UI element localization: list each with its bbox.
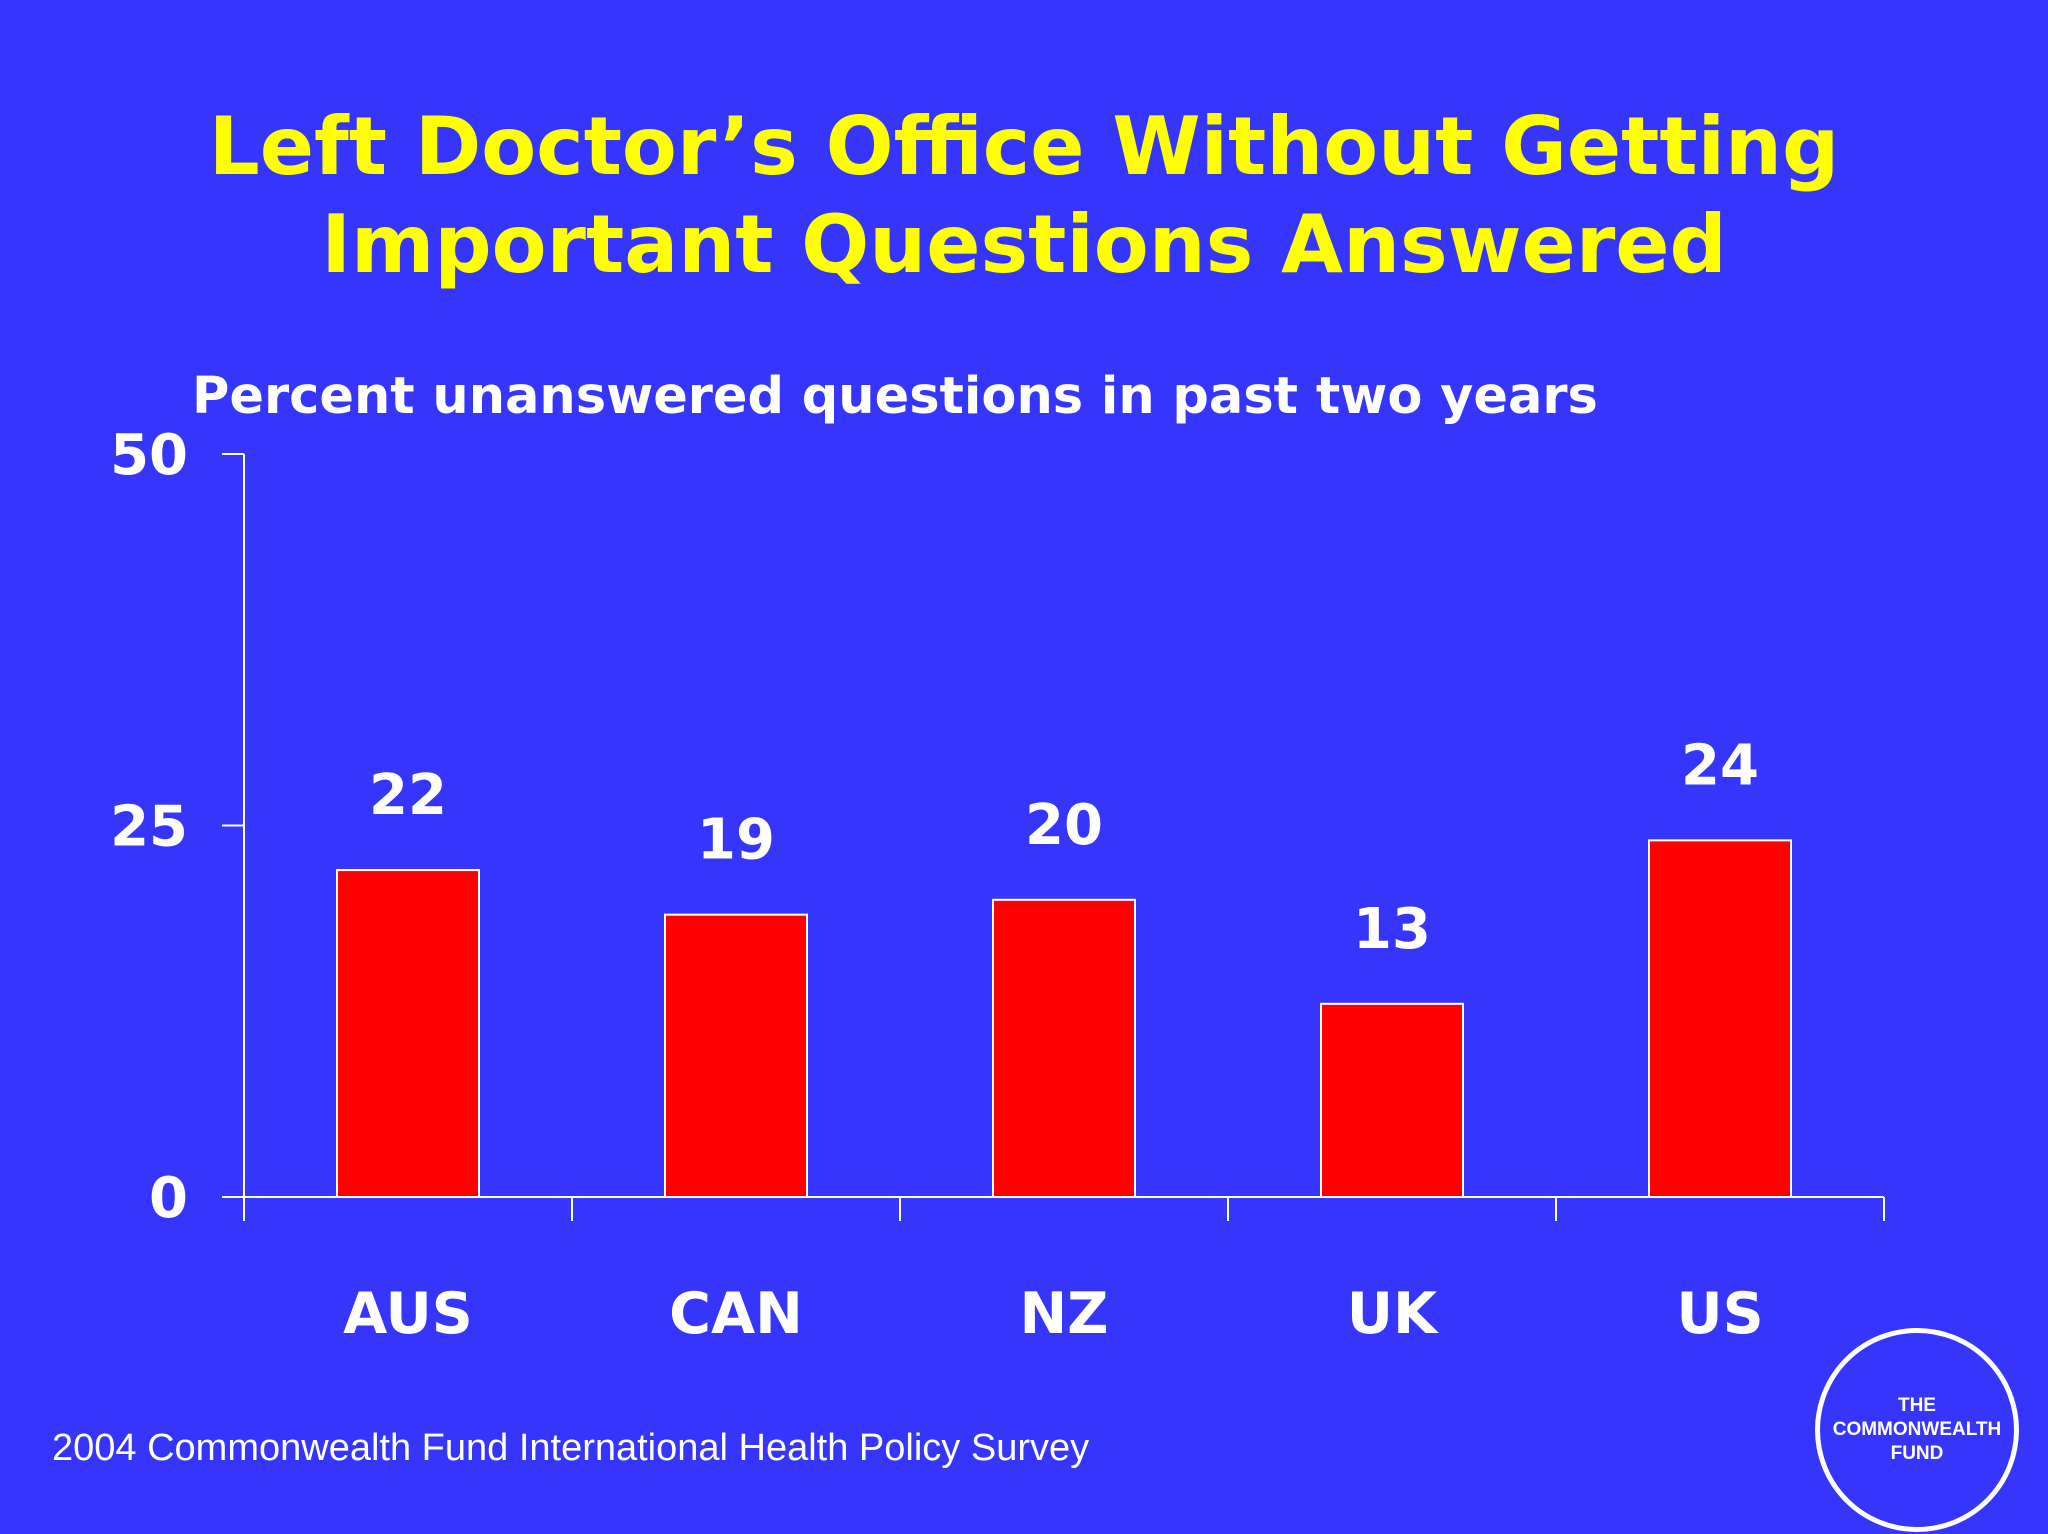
category-label-uk: UK [1347, 1281, 1439, 1347]
chart-title: Left Doctor’s Office Without Getting Imp… [0, 98, 2048, 294]
commonwealth-fund-logo: THE COMMONWEALTH FUND [1815, 1328, 2019, 1532]
y-tick-label-25: 25 [110, 795, 188, 860]
y-tick-label-0: 0 [149, 1166, 188, 1231]
bar-aus [336, 869, 480, 1199]
category-label-us: US [1676, 1281, 1763, 1347]
data-label-us: 24 [1681, 733, 1759, 798]
logo-line-2: COMMONWEALTH [1832, 1419, 2002, 1440]
chart-title-line-1: Left Doctor’s Office Without Getting [208, 100, 1840, 193]
category-label-can: CAN [669, 1281, 803, 1347]
y-axis-label: Percent unanswered questions in past two… [192, 367, 1598, 426]
bar-uk [1320, 1002, 1464, 1198]
bar-nz [992, 898, 1136, 1198]
data-label-can: 19 [697, 808, 775, 873]
logo-text: THE COMMONWEALTH FUND [1833, 1394, 2002, 1466]
data-label-nz: 20 [1025, 793, 1103, 858]
category-label-nz: NZ [1019, 1281, 1108, 1347]
source-note: 2004 Commonwealth Fund International Hea… [52, 1427, 1090, 1469]
logo-line-3: FUND [1890, 1443, 1944, 1464]
y-tick-label-50: 50 [110, 423, 188, 488]
chart-title-line-2: Important Questions Answered [321, 198, 1727, 291]
data-label-uk: 13 [1353, 897, 1431, 962]
data-label-aus: 22 [369, 763, 447, 828]
logo-line-1: THE [1897, 1395, 1936, 1416]
bar-can [664, 913, 808, 1198]
category-label-aus: AUS [343, 1281, 473, 1347]
bar-us [1648, 839, 1792, 1198]
